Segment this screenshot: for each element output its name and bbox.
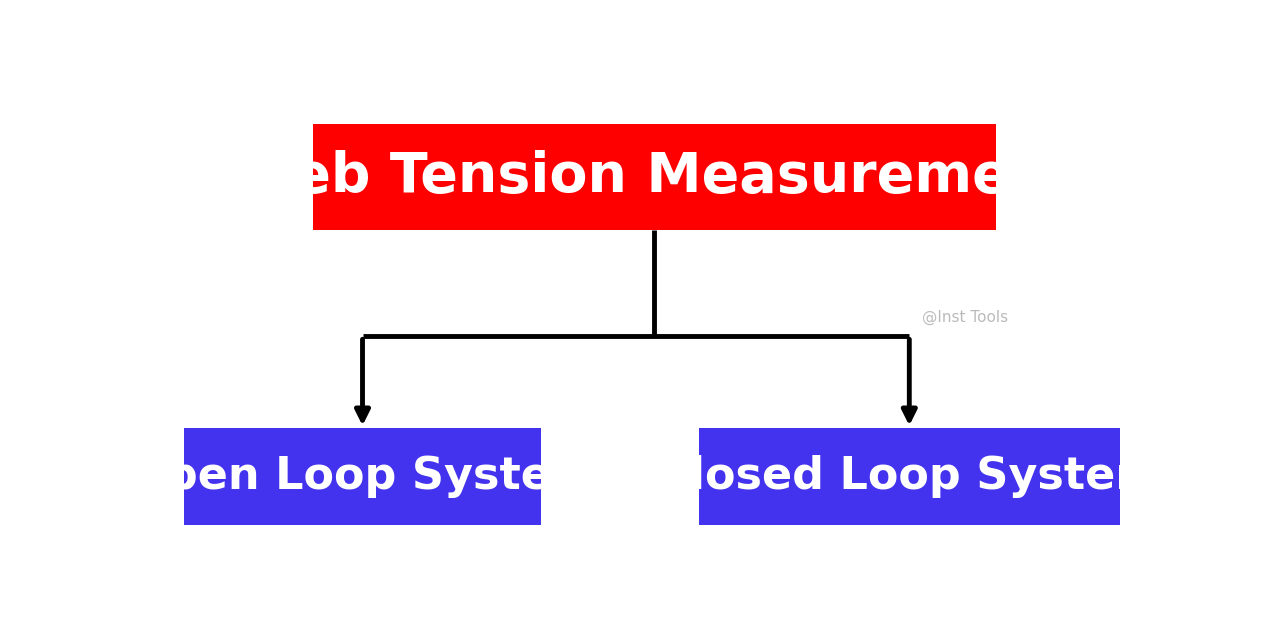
Bar: [699, 428, 1120, 525]
Text: Open Loop System: Open Loop System: [128, 455, 598, 498]
Text: Closed Loop System: Closed Loop System: [656, 455, 1162, 498]
Text: @Inst Tools: @Inst Tools: [922, 310, 1008, 325]
Text: Web Tension Measurement: Web Tension Measurement: [234, 150, 1075, 204]
Bar: [313, 124, 996, 230]
Bar: [184, 428, 540, 525]
